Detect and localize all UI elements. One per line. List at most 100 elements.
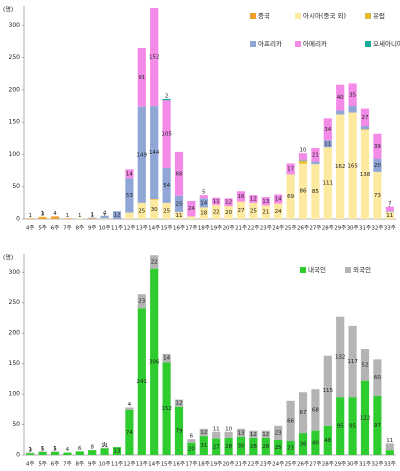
data-label: 306	[149, 359, 160, 365]
x-tick-label: 28주	[322, 461, 334, 468]
x-tick-label: 32주	[371, 225, 383, 232]
y-tick-label: 0	[16, 452, 20, 459]
x-tick-label: 11주	[111, 225, 123, 232]
bar-segment	[336, 316, 345, 398]
data-label: 22	[213, 209, 220, 215]
legend-swatch	[365, 41, 371, 47]
bar-segment	[150, 7, 159, 107]
bar-segment	[336, 114, 345, 219]
data-label: 11	[386, 438, 393, 444]
bar-segment	[100, 218, 109, 219]
data-label: 2	[165, 93, 169, 99]
data-label: 30	[151, 207, 158, 213]
bar-segment	[50, 451, 60, 452]
data-label: 165	[347, 163, 358, 169]
bar-segment	[373, 395, 382, 455]
data-label: 34	[324, 127, 331, 133]
legend-label: 내국인	[308, 265, 326, 274]
bar-segment	[88, 450, 97, 455]
bar-segment	[38, 451, 47, 452]
bar-segment	[187, 442, 196, 455]
data-label: 21	[312, 152, 319, 158]
bar-segment	[261, 197, 270, 206]
x-tick-label: 22주	[247, 461, 259, 468]
x-tick-label: 14주	[148, 461, 160, 468]
data-label: 53	[126, 193, 133, 199]
data-label: 27	[362, 115, 369, 121]
y-tick-label: 200	[9, 86, 21, 93]
bar-segment	[150, 198, 159, 200]
x-tick-label: 10주	[99, 461, 111, 468]
x-tick-label: 16주	[173, 225, 185, 232]
data-label: 12	[114, 213, 121, 219]
bar-segment	[385, 443, 394, 451]
data-label: 8	[90, 445, 94, 451]
bar-segment	[385, 450, 394, 455]
bar-segment	[75, 451, 84, 455]
bar-segment	[298, 160, 308, 164]
x-tick-label: 25주	[285, 225, 297, 232]
data-label: 40	[312, 440, 319, 446]
bar-segment	[112, 447, 122, 455]
data-label: 115	[323, 388, 334, 394]
bar-segment	[174, 406, 184, 455]
bar-segment	[212, 204, 221, 219]
bar-segment	[224, 431, 233, 438]
y-tick-label: 100	[9, 151, 21, 158]
data-label: 12	[262, 432, 269, 438]
x-tick-label: 26주	[297, 225, 309, 232]
data-label: 10	[300, 148, 307, 154]
x-tick-label: 33주	[384, 225, 396, 232]
data-label: 85	[312, 189, 319, 195]
bar-segment	[360, 129, 370, 130]
bar-segment	[274, 194, 283, 204]
data-label: 11	[213, 199, 220, 205]
data-label: 24	[188, 206, 195, 212]
x-tick-label: 20주	[223, 225, 235, 232]
bar-segment	[125, 407, 134, 410]
bar-segment	[26, 218, 35, 219]
data-label: 14	[126, 171, 133, 177]
data-label: 27	[238, 208, 245, 214]
data-label: 54	[163, 183, 170, 189]
bar-segment	[137, 202, 146, 219]
data-label: 1	[90, 213, 94, 219]
data-label: 10	[225, 426, 232, 432]
legend-label: 아프리카	[258, 39, 282, 48]
bar-segment	[236, 428, 246, 437]
bar-segment	[150, 268, 159, 455]
x-tick-label: 21주	[235, 461, 247, 468]
x-tick-label: 27주	[309, 461, 321, 468]
bar-segment	[261, 205, 270, 219]
bar-segment	[336, 84, 345, 111]
y-tick-label: 50	[12, 421, 20, 428]
x-tick-label: 28주	[322, 225, 334, 232]
bar-segment	[311, 430, 320, 455]
x-tick-label: 15주	[161, 225, 173, 232]
x-tick-label: 27주	[309, 225, 321, 232]
data-label: 48	[324, 438, 331, 444]
data-label: 4	[103, 210, 107, 216]
data-label: 132	[335, 354, 346, 360]
bar-segment	[360, 349, 370, 381]
x-tick-label: 30주	[347, 225, 359, 232]
bar-segment	[385, 206, 394, 212]
legend-label: 아시아(중국 외)	[303, 11, 346, 20]
data-label: 122	[360, 415, 371, 421]
bar-segment	[348, 397, 357, 455]
bar-segment	[174, 211, 184, 219]
data-label: 24	[275, 209, 282, 215]
data-label: 31	[200, 443, 207, 449]
x-tick-label: 4주	[26, 225, 35, 232]
bar-segment	[323, 425, 332, 455]
y-tick-label: 150	[9, 360, 21, 367]
x-tick-label: 14주	[148, 225, 160, 232]
bar-segment	[274, 203, 283, 219]
data-label: 5	[41, 446, 45, 452]
bar-segment	[187, 439, 196, 443]
bar-segment	[261, 437, 270, 455]
data-label: 18	[200, 211, 207, 217]
x-tick-label: 12주	[123, 225, 135, 232]
data-label: 25	[138, 208, 145, 214]
data-label: 12	[225, 200, 232, 206]
